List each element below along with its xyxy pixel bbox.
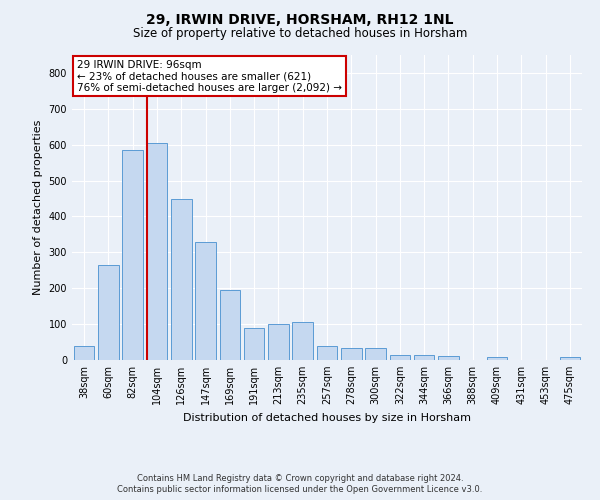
Bar (195, 242, 216, 360)
Bar (146, 143, 167, 360)
Bar (560, 358, 580, 360)
Bar (292, 322, 313, 360)
Bar (414, 354, 434, 360)
Bar (171, 198, 191, 360)
Bar (487, 357, 508, 360)
Bar (317, 346, 337, 360)
Y-axis label: Number of detached properties: Number of detached properties (33, 120, 43, 295)
Bar (122, 150, 143, 360)
Bar (74, 346, 94, 360)
X-axis label: Distribution of detached houses by size in Horsham: Distribution of detached houses by size … (183, 412, 471, 422)
Bar (268, 324, 289, 360)
Text: Size of property relative to detached houses in Horsham: Size of property relative to detached ho… (133, 28, 467, 40)
Bar (244, 328, 265, 360)
Text: 29 IRWIN DRIVE: 96sqm
← 23% of detached houses are smaller (621)
76% of semi-det: 29 IRWIN DRIVE: 96sqm ← 23% of detached … (77, 60, 342, 93)
Text: Contains HM Land Registry data © Crown copyright and database right 2024.
Contai: Contains HM Land Registry data © Crown c… (118, 474, 482, 494)
Bar (389, 354, 410, 360)
Bar (220, 290, 240, 360)
Bar (365, 348, 386, 360)
Text: 29, IRWIN DRIVE, HORSHAM, RH12 1NL: 29, IRWIN DRIVE, HORSHAM, RH12 1NL (146, 12, 454, 26)
Bar (98, 265, 119, 360)
Bar (438, 356, 459, 360)
Bar (341, 348, 362, 360)
